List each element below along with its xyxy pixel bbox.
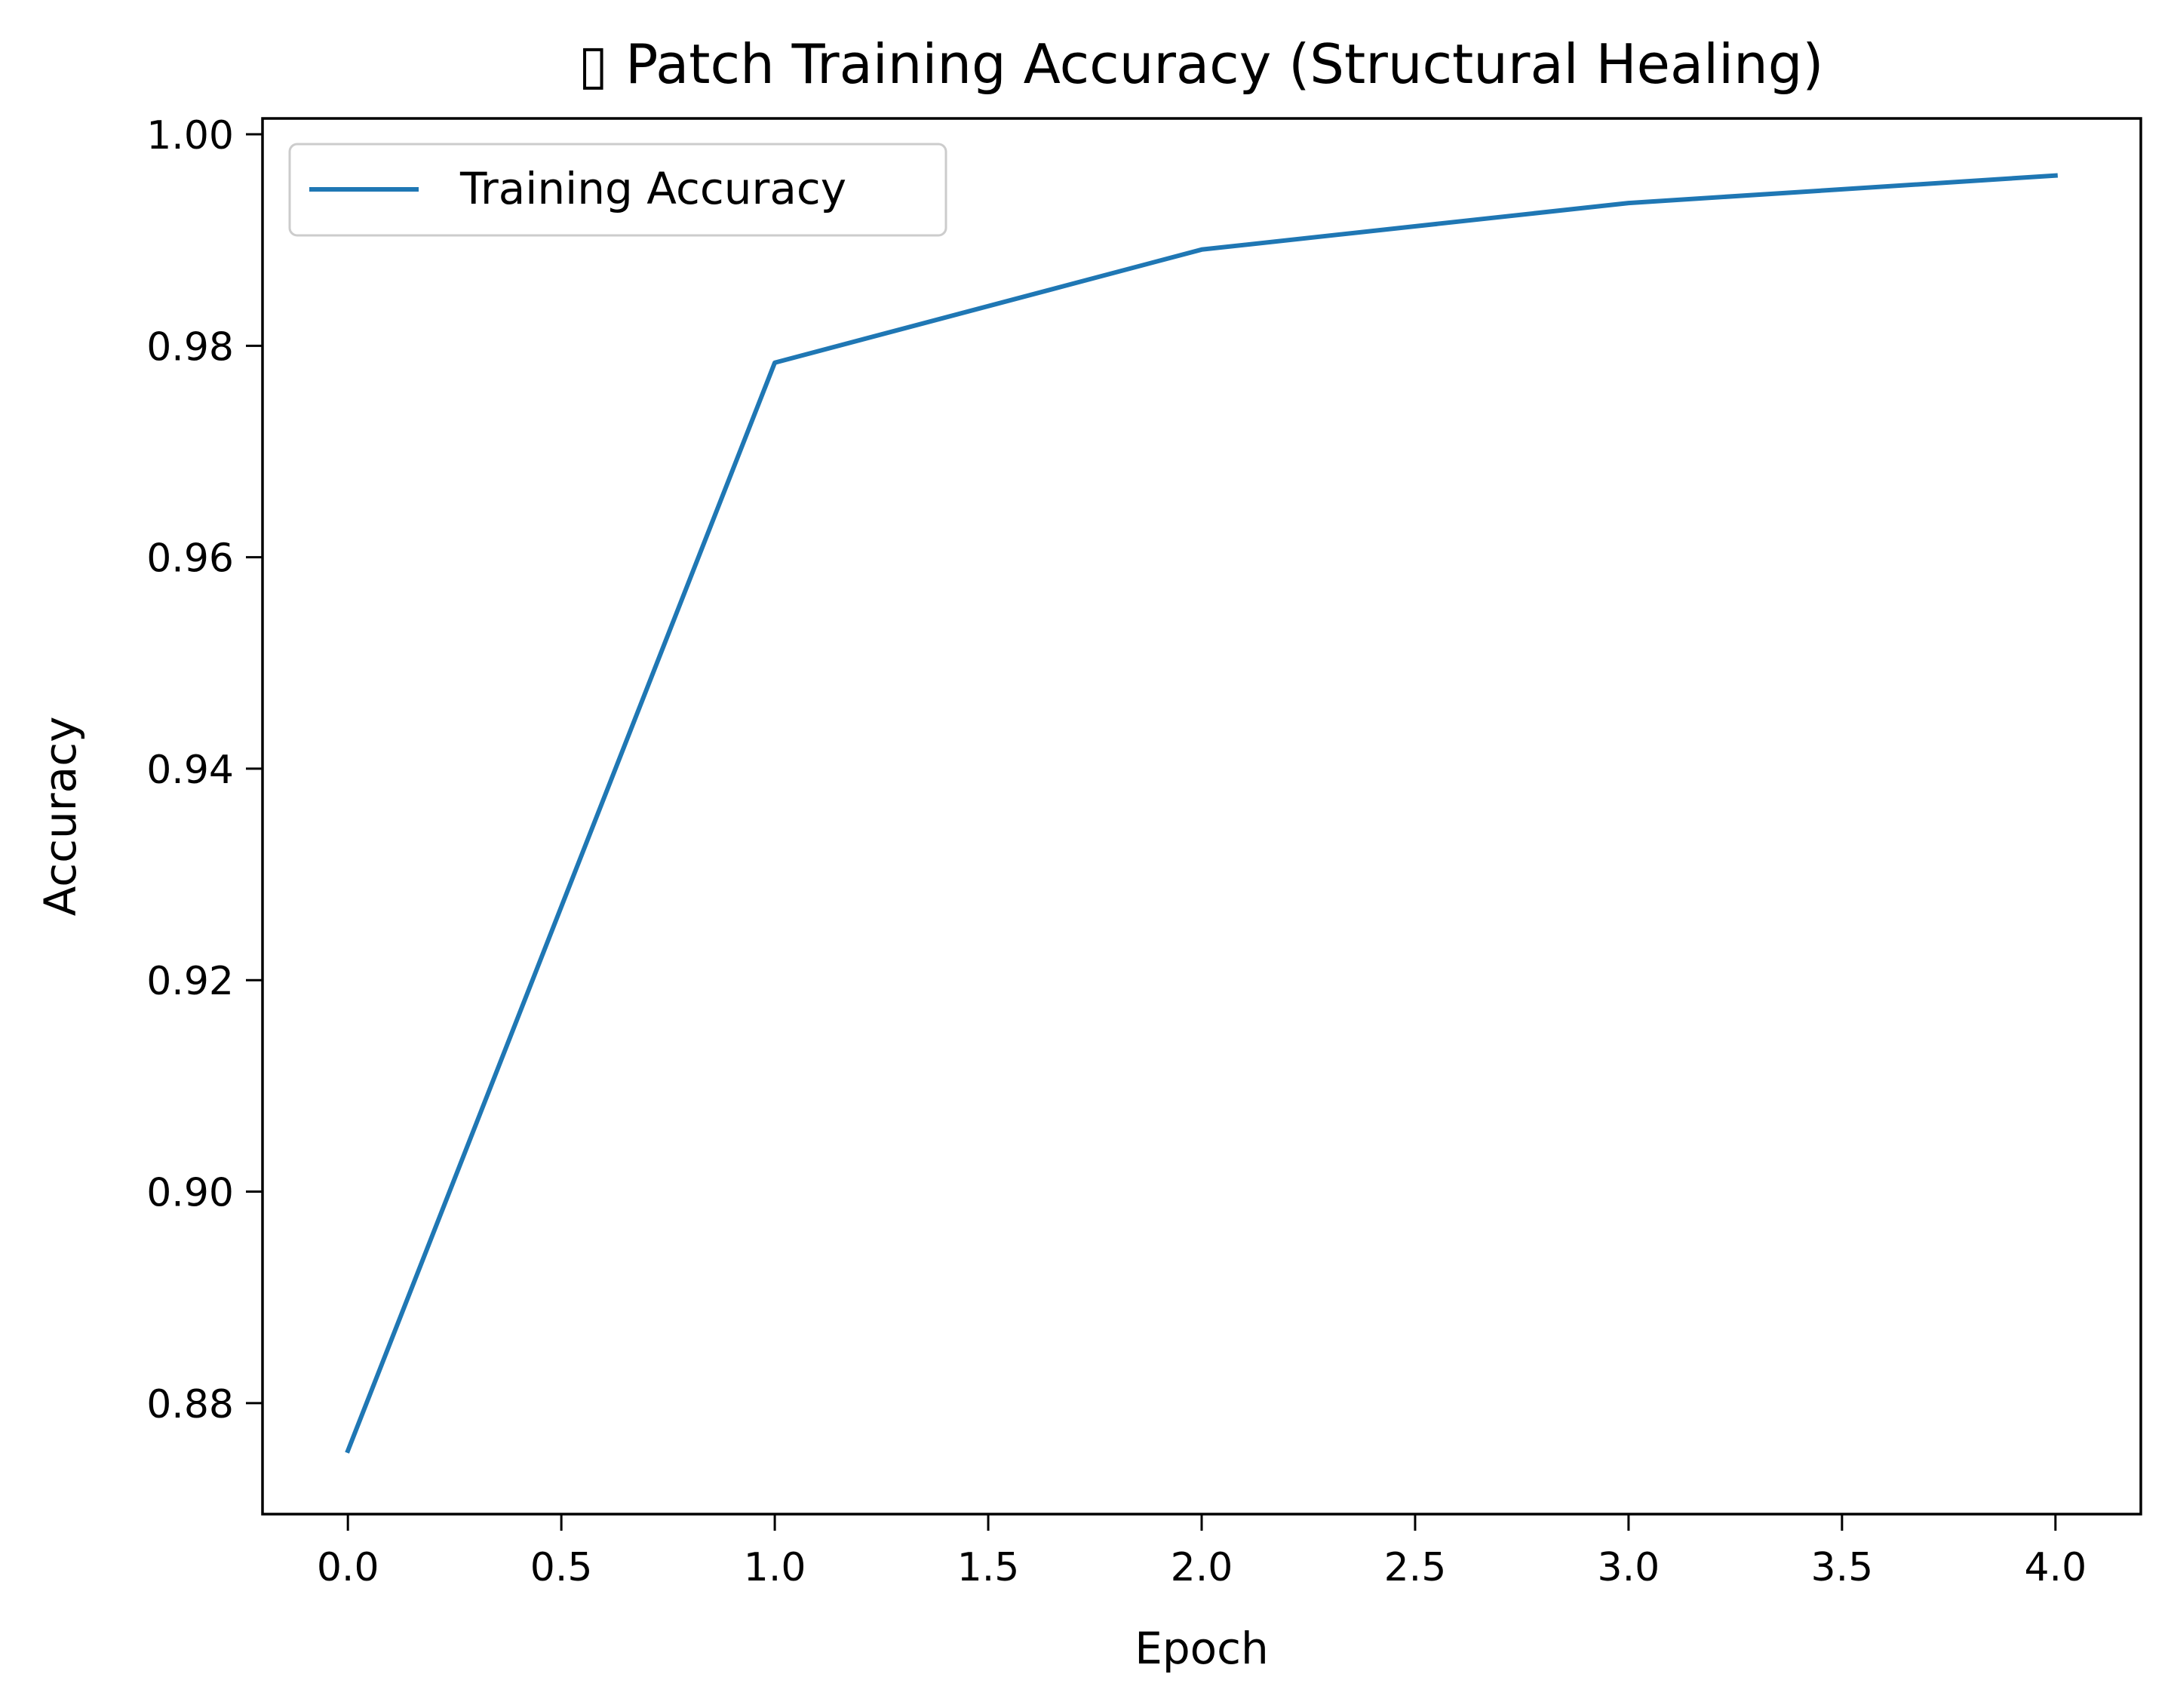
y-axis-label: Accuracy — [35, 717, 86, 917]
x-tick-label: 2.0 — [1171, 1545, 1233, 1590]
legend: Training Accuracy — [288, 143, 947, 237]
x-tick-label: 1.5 — [957, 1545, 1020, 1590]
x-tick-label: 0.5 — [530, 1545, 593, 1590]
x-tick-label: 4.0 — [2024, 1545, 2087, 1590]
plot-area-frame — [261, 117, 2142, 1516]
series-line-training-accuracy — [345, 173, 2059, 1454]
legend-box — [288, 143, 947, 237]
y-tick-label: 0.94 — [146, 748, 234, 793]
y-tick-label: 0.88 — [146, 1382, 234, 1427]
series-layer — [345, 173, 2059, 1454]
y-tick-label: 1.00 — [146, 113, 234, 158]
x-tick-label: 2.5 — [1384, 1545, 1447, 1590]
y-tick-label: 0.92 — [146, 959, 234, 1004]
x-tick-label: 0.0 — [317, 1545, 379, 1590]
data-point — [1628, 203, 1629, 204]
y-tick-label: 0.90 — [146, 1171, 234, 1216]
chart-title: ▯ Patch Training Accuracy (Structural He… — [578, 32, 1823, 96]
x-tick-label: 1.0 — [744, 1545, 806, 1590]
y-tick-label: 0.98 — [146, 324, 234, 370]
legend-label-training-accuracy: Training Accuracy — [459, 163, 846, 214]
y-tick-label: 0.96 — [146, 536, 234, 582]
data-point — [2055, 175, 2056, 176]
y-axis-ticks: 0.88 0.90 0.92 0.94 0.96 0.98 1.00 — [146, 113, 263, 1427]
x-tick-label: 3.0 — [1598, 1545, 1660, 1590]
x-tick-label: 3.5 — [1811, 1545, 1874, 1590]
data-point — [348, 1450, 349, 1451]
x-axis-label: Epoch — [1135, 1623, 1269, 1674]
x-axis-ticks: 0.0 0.5 1.0 1.5 2.0 2.5 3.0 3.5 4.0 — [317, 1514, 2087, 1590]
